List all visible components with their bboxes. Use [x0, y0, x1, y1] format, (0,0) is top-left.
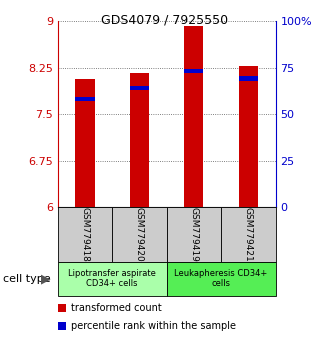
- Text: GSM779421: GSM779421: [244, 207, 253, 262]
- Text: GSM779418: GSM779418: [81, 207, 89, 262]
- Bar: [130, 73, 149, 207]
- Text: Leukapheresis CD34+
cells: Leukapheresis CD34+ cells: [175, 269, 268, 289]
- Bar: [239, 76, 258, 81]
- Text: cell type: cell type: [3, 274, 51, 284]
- Text: Lipotransfer aspirate
CD34+ cells: Lipotransfer aspirate CD34+ cells: [68, 269, 156, 289]
- Text: percentile rank within the sample: percentile rank within the sample: [71, 321, 236, 331]
- Text: ▶: ▶: [41, 272, 51, 285]
- Bar: [239, 66, 258, 207]
- Bar: [184, 69, 203, 73]
- Bar: [76, 97, 94, 101]
- Bar: [130, 86, 149, 90]
- Bar: [76, 79, 94, 207]
- Text: GSM779420: GSM779420: [135, 207, 144, 262]
- Bar: [184, 26, 203, 207]
- Text: transformed count: transformed count: [71, 303, 162, 313]
- Text: GSM779419: GSM779419: [189, 207, 198, 262]
- Text: GDS4079 / 7925550: GDS4079 / 7925550: [101, 13, 229, 27]
